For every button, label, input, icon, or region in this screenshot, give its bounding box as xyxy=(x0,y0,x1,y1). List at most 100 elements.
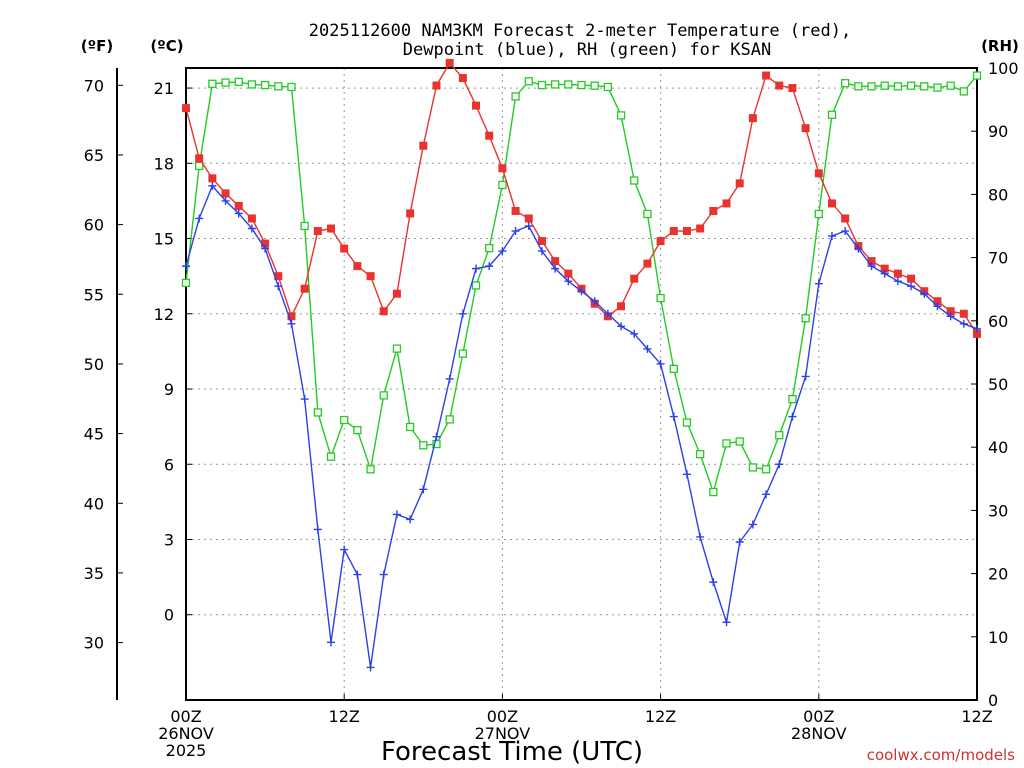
rh-point xyxy=(511,92,520,101)
dewpoint-point xyxy=(472,264,481,273)
rh-point xyxy=(445,415,454,424)
tick-label-rh: 0 xyxy=(988,691,998,710)
dewpoint-point xyxy=(432,432,441,441)
rh-point xyxy=(419,441,428,450)
rh-point xyxy=(867,82,876,91)
temperature-point xyxy=(445,58,454,67)
dewpoint-point xyxy=(814,279,823,288)
tick-label-rh: 30 xyxy=(988,501,1008,520)
temperature-point xyxy=(247,214,256,223)
temperature-point xyxy=(300,284,309,293)
rh-point xyxy=(208,79,217,88)
rh-point xyxy=(696,450,705,459)
tick-label-fahrenheit: 55 xyxy=(84,285,104,304)
dewpoint-point xyxy=(498,247,507,256)
dewpoint-point xyxy=(893,277,902,286)
rh-point xyxy=(181,278,191,288)
tick-label-time: 2025 xyxy=(166,741,207,760)
dewpoint-point xyxy=(274,282,283,291)
dewpoint-point xyxy=(590,297,599,306)
temperature-point xyxy=(234,201,243,210)
dewpoint-point xyxy=(959,319,968,328)
rh-point xyxy=(827,110,837,119)
rh-point xyxy=(959,87,968,96)
tick-label-celsius: 12 xyxy=(154,305,174,324)
rh-point xyxy=(748,463,758,472)
dewpoint-point xyxy=(182,262,190,271)
chart-title-line1: 2025112600 NAM3KM Forecast 2-meter Tempe… xyxy=(309,21,851,41)
rh-point xyxy=(326,452,336,461)
tick-label-time: 12Z xyxy=(961,707,992,726)
rh-point xyxy=(814,209,823,219)
tick-label-time: 00Z xyxy=(170,707,201,726)
rh-point xyxy=(405,422,415,432)
rh-point xyxy=(669,364,678,373)
dewpoint-point xyxy=(261,244,270,253)
rh-point xyxy=(682,418,692,427)
tick-label-celsius: 0 xyxy=(164,606,174,625)
rh-point xyxy=(353,425,362,435)
dewpoint-point xyxy=(617,322,626,331)
temperature-point xyxy=(696,224,705,233)
rh-point xyxy=(643,209,652,219)
temperature-point xyxy=(195,154,204,163)
tick-label-celsius: 6 xyxy=(164,455,174,474)
dewpoint-point xyxy=(788,412,797,421)
rh-point xyxy=(234,77,243,87)
rh-point xyxy=(709,487,718,497)
rh-point xyxy=(854,82,863,91)
temperature-point xyxy=(617,302,626,311)
rh-point xyxy=(630,176,639,185)
dewpoint-point xyxy=(221,196,230,205)
dewpoint-point xyxy=(379,570,388,579)
dewpoint-point xyxy=(458,309,467,318)
temperature-point xyxy=(458,74,467,83)
temperature-point xyxy=(656,237,665,246)
credit-label: coolwx.com/models xyxy=(867,746,1015,764)
rh-point xyxy=(366,465,375,474)
tick-label-rh: 80 xyxy=(988,185,1008,204)
dewpoint-point xyxy=(656,359,665,368)
rh-point xyxy=(392,344,402,353)
rh-point xyxy=(524,77,533,86)
dewpoint-point xyxy=(537,247,546,256)
tick-label-fahrenheit: 50 xyxy=(84,355,104,374)
tick-label-fahrenheit: 60 xyxy=(84,216,104,235)
dewpoint-point xyxy=(208,181,217,190)
dewpoint-point xyxy=(827,232,836,241)
temperature-point xyxy=(564,269,573,278)
tick-label-rh: 70 xyxy=(988,249,1008,268)
dewpoint-point xyxy=(933,302,942,311)
temperature-point xyxy=(959,309,968,318)
tick-label-celsius: 18 xyxy=(154,154,174,173)
temperature-point xyxy=(775,81,784,90)
tick-label-rh: 50 xyxy=(988,375,1008,394)
dewpoint-point xyxy=(709,578,718,587)
tick-label-time: 00Z xyxy=(803,707,834,726)
dewpoint-point xyxy=(762,490,771,499)
tick-label-time: 12Z xyxy=(645,707,676,726)
rh-point xyxy=(933,83,942,92)
rh-point xyxy=(735,437,744,446)
tick-label-celsius: 9 xyxy=(164,380,174,399)
dewpoint-point xyxy=(696,532,705,541)
dewpoint-point xyxy=(682,470,691,479)
temperature-point xyxy=(630,274,639,283)
temperature-point xyxy=(841,214,850,223)
dewpoint-line xyxy=(185,184,978,668)
temperature-point xyxy=(814,169,823,178)
dewpoint-point xyxy=(841,227,850,236)
temperature-point xyxy=(392,289,401,298)
temperature-point xyxy=(669,227,678,236)
dewpoint-point xyxy=(195,214,204,223)
temperature-point xyxy=(182,104,190,113)
dewpoint-point xyxy=(300,395,309,404)
rh-point xyxy=(313,408,322,417)
temperature-point xyxy=(432,81,441,90)
rh-point xyxy=(379,391,388,400)
rh-point xyxy=(972,71,982,80)
rh-unit-label: (RH) xyxy=(981,37,1019,55)
temperature-point xyxy=(709,206,718,215)
temperature-point xyxy=(762,71,771,80)
dewpoint-point xyxy=(867,262,876,271)
